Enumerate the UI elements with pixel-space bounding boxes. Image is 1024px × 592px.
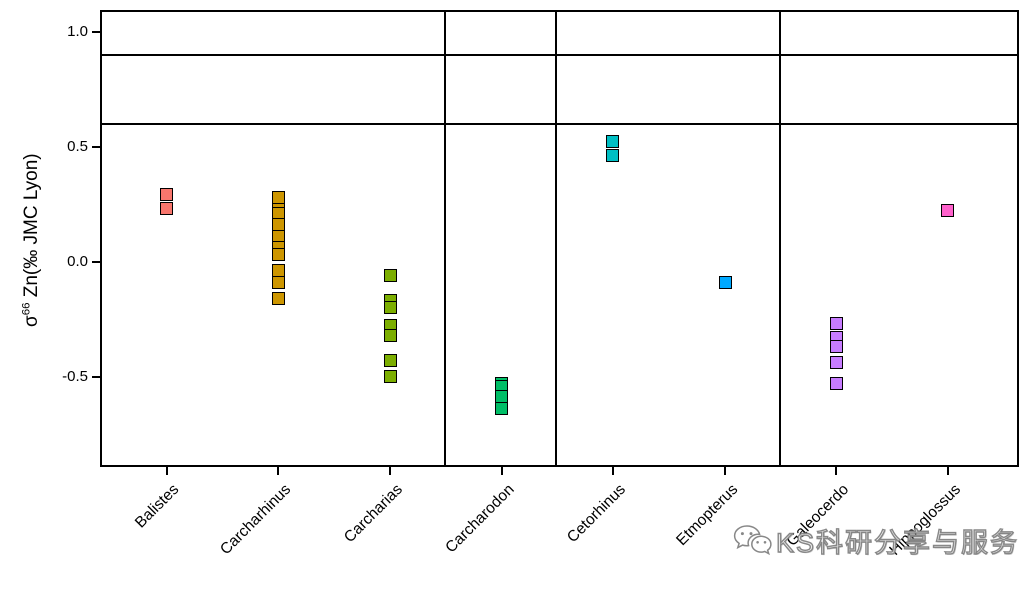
data-point [941,204,955,218]
data-point [829,317,843,331]
data-point [383,328,397,342]
x-tick-label: Carcharhinus [217,481,295,559]
y-tick-label: -0.5 [62,367,88,385]
y-axis-title-rest: Zn(‰ JMC Lyon) [21,153,43,303]
y-tick-mark [92,260,100,263]
data-point [606,135,620,149]
data-point [160,202,174,216]
data-point [160,188,174,202]
x-tick-label: Cetorhinus [563,481,630,547]
reference-line [100,122,1019,125]
panel-divider [443,10,446,467]
y-axis-title-sigma: σ [21,315,43,327]
data-point [383,353,397,367]
y-tick-mark [92,145,100,148]
y-tick-label: 1.0 [67,22,88,40]
x-tick-label: Galeocerdo [783,481,853,550]
plot-panel [100,10,1019,467]
y-axis-title-wrap: σ66 Zn(‰ JMC Lyon) [2,0,62,480]
data-point [718,275,732,289]
data-point [271,248,285,262]
y-tick-label: 0.0 [67,252,88,270]
x-tick-mark [724,467,726,475]
y-tick-mark [92,30,100,33]
y-tick-label: 0.5 [67,137,88,155]
x-tick-mark [389,467,392,475]
data-point [829,356,843,370]
data-point [495,402,509,416]
x-tick-label: Balistes [132,481,183,532]
data-point [829,376,843,390]
x-tick-mark [835,467,838,475]
data-point [271,275,285,289]
reference-line [100,53,1019,56]
watermark: KS科研分享与服务 [733,521,1019,560]
x-tick-mark [277,467,280,475]
y-axis-title: σ66 Zn(‰ JMC Lyon) [21,153,43,327]
data-point [271,190,285,204]
data-point [271,291,285,305]
wechat-icon [733,524,772,555]
data-point [383,301,397,314]
data-point [829,340,843,354]
x-tick-mark [165,467,168,475]
y-axis-title-superscript: 66 [20,302,33,316]
y-tick-mark [92,375,100,378]
panel-divider [555,10,557,467]
x-tick-label: Hippoglossus [886,481,964,559]
x-tick-mark [946,467,949,475]
x-tick-label: Carcharias [341,481,407,547]
data-point [495,389,509,403]
data-point [383,370,397,383]
data-point [383,268,397,282]
panel-divider [779,10,782,467]
x-tick-label: Carcharodon [442,481,518,557]
data-point [606,149,620,163]
x-tick-mark [500,467,503,475]
x-tick-label: Etmopterus [672,481,742,550]
x-tick-mark [611,467,614,475]
